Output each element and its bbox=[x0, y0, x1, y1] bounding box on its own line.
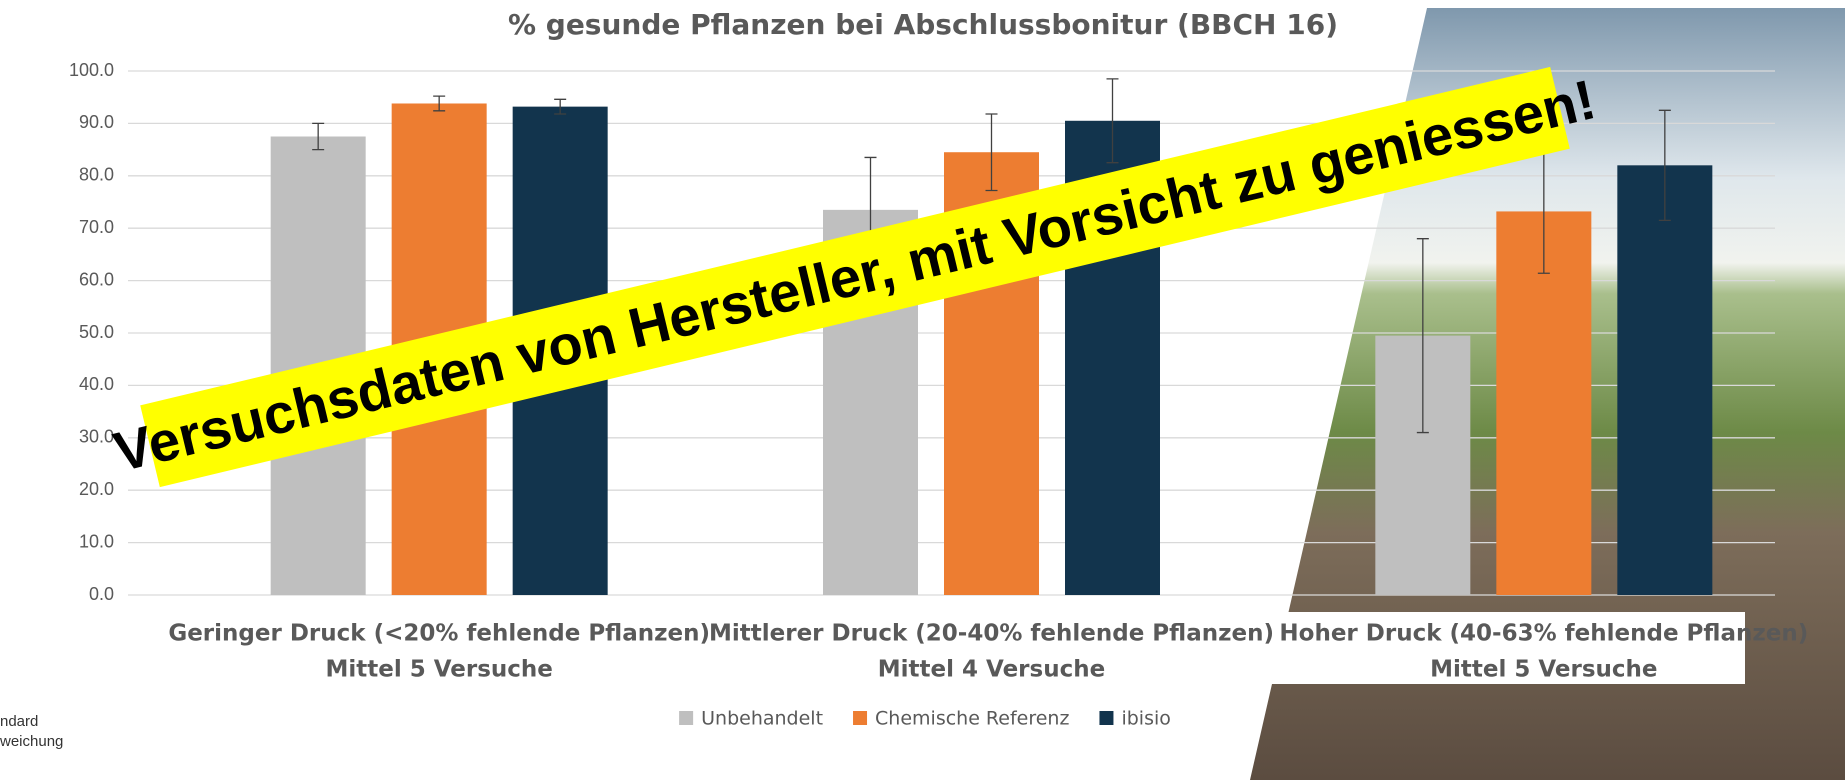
legend-label: ibisio bbox=[1121, 708, 1170, 730]
bar bbox=[1617, 165, 1712, 595]
x-tick-label: Geringer Druck (<20% fehlende Pflanzen) bbox=[168, 621, 710, 647]
side-note: ndard bbox=[0, 713, 38, 730]
legend: Unbehandelt Chemische Referenz ibisio bbox=[679, 708, 1171, 730]
page: % gesunde Pflanzen bei Abschlussbonitur … bbox=[0, 0, 1845, 780]
legend-swatch bbox=[1099, 711, 1113, 725]
y-tick-label: 40.0 bbox=[79, 374, 114, 394]
x-tick-label: Mittel 5 Versuche bbox=[325, 657, 552, 683]
y-tick-label: 60.0 bbox=[79, 269, 114, 289]
x-tick-label: Mittlerer Druck (20-40% fehlende Pflanze… bbox=[709, 621, 1274, 647]
y-tick-label: 0.0 bbox=[89, 584, 114, 604]
y-tick-label: 20.0 bbox=[79, 479, 114, 499]
legend-label: Unbehandelt bbox=[701, 708, 823, 730]
y-tick-label: 100.0 bbox=[69, 60, 114, 80]
y-tick-label: 50.0 bbox=[79, 322, 114, 342]
chart: % gesunde Pflanzen bei Abschlussbonitur … bbox=[0, 0, 1845, 780]
y-tick-label: 70.0 bbox=[79, 217, 114, 237]
legend-swatch bbox=[679, 711, 693, 725]
y-tick-label: 80.0 bbox=[79, 165, 114, 185]
x-tick-label: Mittel 4 Versuche bbox=[878, 657, 1105, 683]
side-note: weichung bbox=[0, 733, 63, 750]
y-tick-label: 90.0 bbox=[79, 112, 114, 132]
legend-swatch bbox=[853, 711, 867, 725]
chart-title: % gesunde Pflanzen bei Abschlussbonitur … bbox=[508, 8, 1338, 41]
x-tick-label: Hoher Druck (40-63% fehlende Pflanzen) bbox=[1279, 621, 1808, 647]
legend-label: Chemische Referenz bbox=[875, 708, 1069, 730]
y-tick-label: 10.0 bbox=[79, 531, 114, 551]
x-tick-label: Mittel 5 Versuche bbox=[1430, 657, 1657, 683]
